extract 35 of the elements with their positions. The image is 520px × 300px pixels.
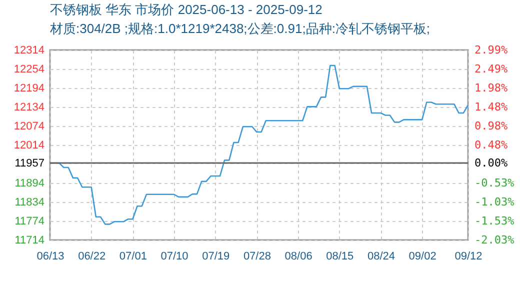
y-tick-label: 12194 [14, 82, 44, 94]
x-tick-label: 07/19 [202, 250, 230, 262]
y2-tick-label: 0.98% [474, 120, 508, 133]
y2-tick-label: 0.48% [474, 138, 508, 152]
y-tick-label: 11894 [14, 178, 44, 190]
y-tick-label: 12254 [14, 64, 44, 76]
y2-tick-label: 0.00% [474, 156, 508, 170]
y2-tick-label: 2.49% [474, 62, 508, 76]
x-tick-label: 09/02 [408, 250, 436, 262]
y-tick-label: 11774 [14, 216, 44, 228]
x-tick-label: 07/01 [119, 250, 147, 262]
y-tick-label: 11834 [14, 196, 44, 208]
y2-tick-label: 1.48% [474, 100, 508, 114]
y2-tick-label: -0.53% [474, 176, 515, 190]
x-tick-label: 06/13 [36, 250, 64, 262]
x-tick-label: 07/10 [160, 250, 188, 262]
y-tick-label: 11957 [14, 158, 44, 170]
x-tick-label: 06/22 [78, 250, 106, 262]
y-tick-label: 12014 [14, 140, 44, 152]
chart-subtitle: 材质:304/2B ;规格:1.0*1219*2438;公差:0.91;品种:冷轧不锈钢平板; [49, 21, 430, 36]
y2-tick-label: 2.99% [474, 44, 508, 56]
chart-title: 不锈钢板 华东 市场价 2025-06-13 - 2025-09-12 [50, 2, 322, 17]
x-tick-label: 08/15 [326, 250, 354, 262]
y-tick-label: 12314 [14, 44, 44, 56]
y2-tick-label: -1.53% [474, 214, 515, 228]
y2-tick-label: -2.03% [474, 234, 515, 246]
y-tick-label: 12134 [14, 102, 44, 114]
x-tick-label: 08/24 [367, 250, 395, 262]
x-tick-label: 08/06 [284, 250, 312, 262]
y-tick-label: 11714 [14, 234, 44, 246]
y2-tick-label: 1.98% [474, 82, 508, 95]
y2-tick-label: -1.03% [474, 196, 515, 209]
x-tick-label: 09/12 [454, 250, 482, 262]
x-tick-label: 07/28 [243, 250, 271, 262]
y-tick-label: 12074 [14, 120, 44, 132]
